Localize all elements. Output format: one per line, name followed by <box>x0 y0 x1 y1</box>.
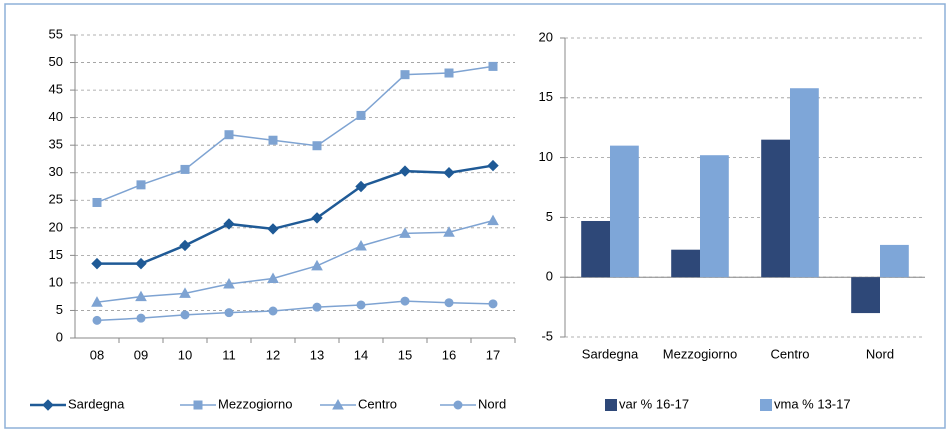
point <box>399 165 411 177</box>
point <box>400 70 410 80</box>
point <box>136 313 146 323</box>
y-tick-label: 20 <box>539 29 553 44</box>
legend-swatch <box>760 399 772 411</box>
point <box>180 310 190 320</box>
legend-label: var % 16-17 <box>619 396 689 411</box>
legend-marker <box>332 398 344 410</box>
point <box>400 296 410 306</box>
y-tick-label: 35 <box>49 137 63 152</box>
y-tick-label: 10 <box>539 149 553 164</box>
legend-label: Sardegna <box>68 396 125 411</box>
legend-swatch <box>605 399 617 411</box>
point <box>92 315 102 325</box>
y-tick-label: 55 <box>49 26 63 41</box>
bar <box>700 155 729 278</box>
point <box>312 302 322 312</box>
line <box>96 219 494 303</box>
y-tick-label: -5 <box>541 328 553 343</box>
bar <box>581 220 610 278</box>
line <box>97 164 494 265</box>
x-tick-label: Centro <box>770 346 809 361</box>
y-tick-label: 40 <box>49 109 63 124</box>
point <box>267 272 279 284</box>
x-tick-label: 08 <box>90 347 104 362</box>
y-tick-label: 30 <box>49 164 63 179</box>
point <box>356 110 366 120</box>
point <box>224 308 234 318</box>
x-tick-label: 14 <box>354 347 368 362</box>
bar <box>880 244 909 278</box>
point <box>92 197 102 207</box>
bar <box>851 277 880 314</box>
point <box>223 277 235 289</box>
legend-marker <box>193 400 203 410</box>
x-tick-label: Sardegna <box>582 346 639 361</box>
bar <box>610 145 639 278</box>
line <box>96 65 494 204</box>
point <box>443 167 455 179</box>
legend-label: Mezzogiorno <box>218 396 292 411</box>
point <box>268 135 278 145</box>
point <box>488 299 498 309</box>
point <box>311 212 323 224</box>
x-tick-label: 12 <box>266 347 280 362</box>
point <box>180 164 190 174</box>
x-tick-label: 17 <box>486 347 500 362</box>
legend-marker <box>453 400 463 410</box>
point <box>268 306 278 316</box>
legend-marker <box>42 399 54 411</box>
point <box>355 180 367 193</box>
point <box>223 218 235 230</box>
y-tick-label: 10 <box>49 274 63 289</box>
y-tick-label: 25 <box>49 192 63 207</box>
point <box>91 296 103 307</box>
point <box>311 259 323 271</box>
line <box>96 300 494 322</box>
legend-label: Nord <box>478 396 506 411</box>
x-tick-label: Mezzogiorno <box>663 346 737 361</box>
point <box>135 257 147 270</box>
point <box>91 257 103 270</box>
x-tick-label: 16 <box>442 347 456 362</box>
y-tick-label: 45 <box>49 82 63 97</box>
point <box>224 130 234 140</box>
y-tick-label: 15 <box>539 89 553 104</box>
y-tick-label: 15 <box>49 247 63 262</box>
x-tick-label: 13 <box>310 347 324 362</box>
point <box>135 290 147 302</box>
y-tick-label: 20 <box>49 219 63 234</box>
point <box>355 239 367 251</box>
y-tick-label: 5 <box>546 209 553 224</box>
point <box>399 227 411 238</box>
point <box>356 300 366 310</box>
bar <box>671 249 700 278</box>
point <box>488 61 498 71</box>
x-tick-label: 09 <box>134 347 148 362</box>
point <box>267 223 279 235</box>
point <box>487 159 499 172</box>
point <box>312 141 322 151</box>
y-tick-label: 50 <box>49 54 63 69</box>
y-tick-label: 5 <box>56 302 63 317</box>
x-tick-label: 10 <box>178 347 192 362</box>
point <box>444 298 454 308</box>
x-tick-label: 11 <box>222 347 236 362</box>
frame <box>4 3 946 429</box>
y-tick-label: 0 <box>546 269 553 284</box>
point <box>179 287 191 298</box>
x-tick-label: 15 <box>398 347 412 362</box>
y-tick-label: 0 <box>56 329 63 344</box>
point <box>179 239 191 252</box>
point <box>444 68 454 78</box>
point <box>487 214 499 226</box>
legend-label: Centro <box>358 396 397 411</box>
point <box>136 180 146 190</box>
point <box>443 226 455 237</box>
bar <box>790 88 819 278</box>
bar <box>761 139 790 278</box>
legend-label: vma % 13-17 <box>774 396 851 411</box>
x-tick-label: Nord <box>866 346 894 361</box>
